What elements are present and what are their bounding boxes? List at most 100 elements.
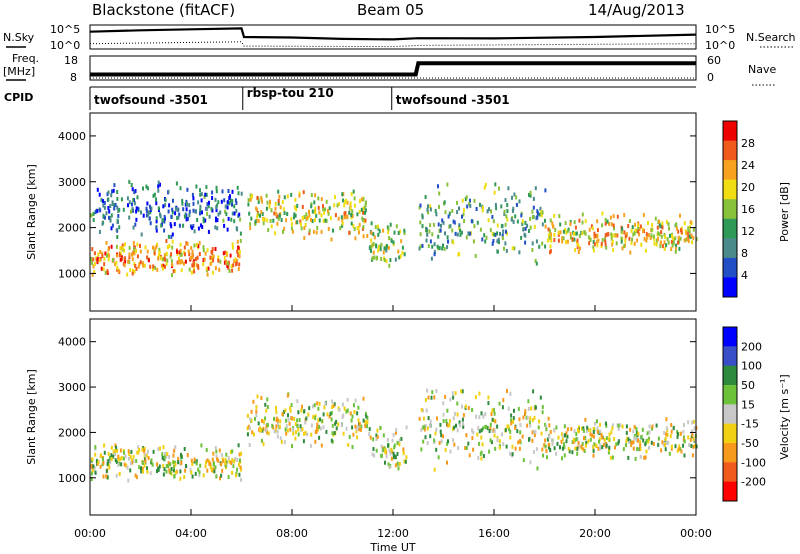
heat-cell — [648, 424, 651, 429]
heat-cell — [147, 212, 150, 217]
heat-cell — [227, 475, 230, 479]
heat-cell — [536, 466, 539, 471]
heat-cell — [192, 196, 195, 201]
heat-cell — [170, 259, 173, 264]
heat-cell — [163, 467, 166, 472]
heat-cell — [312, 415, 315, 420]
heat-cell — [352, 223, 355, 228]
heat-cell — [237, 191, 240, 196]
heat-cell — [429, 223, 432, 228]
heat-cell — [592, 445, 595, 450]
heat-cell — [358, 209, 361, 214]
heat-cell — [126, 196, 129, 201]
heat-cell — [278, 213, 281, 218]
heat-cell — [249, 417, 252, 422]
heat-cell — [101, 251, 104, 256]
heat-cell — [215, 208, 218, 213]
y-tick-label: 1000 — [58, 267, 86, 280]
heat-cell — [451, 391, 454, 396]
heat-cell — [115, 260, 118, 265]
heat-cell — [105, 211, 108, 216]
heat-cell — [686, 236, 689, 241]
heat-cell — [214, 465, 217, 470]
heat-cell — [171, 273, 173, 278]
heat-cell — [364, 210, 366, 215]
freq-label-2: [MHz] — [3, 65, 35, 78]
y-tick-label: 4000 — [58, 336, 86, 349]
heat-cell — [287, 413, 289, 418]
heat-cell — [102, 267, 105, 272]
time-axis: 00:00 04:00 08:00 12:00 16:00 20:00 00:00 — [74, 305, 712, 540]
heat-cell — [312, 229, 315, 234]
heat-cell — [401, 250, 404, 255]
colorbar-segment — [723, 179, 737, 200]
heat-cell — [671, 234, 674, 239]
heat-cell — [476, 432, 479, 437]
heat-cell — [665, 219, 668, 224]
heat-cell — [649, 235, 652, 240]
heat-cell — [350, 215, 353, 220]
heat-cell — [491, 214, 494, 219]
heat-cell — [208, 214, 211, 219]
heat-cell — [387, 230, 390, 235]
heat-cell — [123, 462, 126, 467]
heat-cell — [211, 457, 214, 462]
heat-cell — [645, 232, 648, 237]
heat-cell — [206, 458, 209, 463]
heat-cell — [595, 234, 598, 239]
heat-cell — [236, 239, 239, 244]
heat-cell — [206, 211, 209, 216]
heat-cell — [472, 447, 475, 452]
heat-cell — [488, 207, 490, 212]
heat-cell — [574, 225, 577, 230]
heat-cell — [278, 424, 281, 429]
heat-cell — [372, 437, 375, 442]
heat-cell — [389, 451, 392, 456]
heat-cell — [451, 209, 454, 213]
heat-cell — [180, 455, 183, 460]
colorbar-segment — [723, 257, 737, 278]
heat-cell — [293, 215, 295, 220]
heat-cell — [482, 426, 484, 431]
heat-cell — [674, 444, 677, 449]
heat-cell — [124, 242, 126, 247]
heat-cell — [132, 454, 135, 459]
heat-cell — [621, 246, 624, 251]
heat-cell — [255, 405, 258, 409]
heat-cell — [394, 257, 397, 262]
heat-cell — [238, 462, 240, 467]
heat-cell — [229, 253, 232, 258]
heat-cell — [214, 225, 217, 230]
heat-cell — [576, 238, 579, 243]
heat-cell — [313, 200, 316, 205]
heat-cell — [174, 211, 177, 216]
heat-cell — [437, 184, 439, 189]
heat-cell — [650, 440, 653, 445]
heat-cell — [596, 426, 599, 431]
heat-cell — [92, 464, 95, 469]
heat-cell — [212, 462, 215, 467]
heat-cell — [231, 199, 234, 204]
heat-cell — [275, 424, 278, 429]
heat-cell — [581, 231, 584, 236]
heat-cell — [424, 435, 427, 440]
heat-cell — [205, 266, 208, 271]
heat-cell — [458, 223, 461, 228]
heat-cell — [549, 249, 552, 254]
heat-cell — [537, 425, 540, 430]
heat-cell — [196, 255, 199, 260]
heat-cell — [620, 236, 623, 241]
heat-cell — [227, 189, 230, 193]
heat-cell — [489, 422, 492, 427]
heat-cell — [602, 442, 605, 447]
heat-cell — [664, 437, 667, 441]
heat-cell — [452, 395, 455, 400]
heat-cell — [341, 223, 344, 228]
heat-cell — [639, 447, 642, 451]
heat-cell — [535, 261, 538, 266]
heat-cell — [571, 237, 574, 242]
heat-cell — [285, 424, 288, 429]
heat-cell — [433, 395, 436, 400]
heat-cell — [333, 203, 336, 208]
heat-cell — [284, 408, 287, 413]
